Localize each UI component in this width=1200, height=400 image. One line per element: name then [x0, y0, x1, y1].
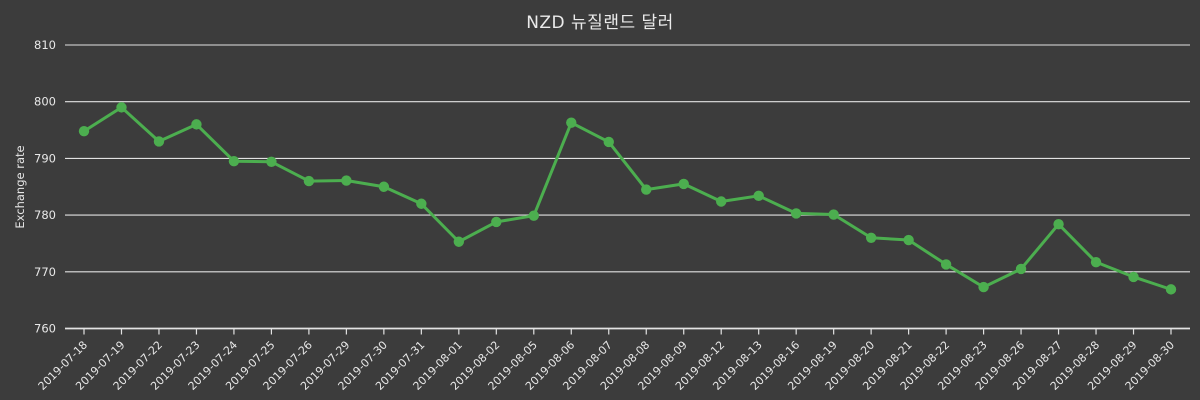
data-line	[82, 105, 1173, 291]
data-point	[191, 119, 202, 130]
data-point	[790, 208, 802, 219]
y-tick-label: 810	[34, 38, 56, 52]
data-point	[416, 198, 427, 209]
data-point	[641, 184, 652, 195]
y-tick-label: 780	[34, 208, 56, 222]
data-point	[453, 236, 465, 247]
data-point	[491, 216, 502, 228]
data-point	[1090, 256, 1102, 268]
data-point	[341, 175, 352, 186]
data-point	[1128, 271, 1139, 283]
data-point	[716, 196, 727, 207]
y-axis-label: Exchange rate	[13, 145, 27, 229]
data-point	[678, 178, 689, 190]
data-point	[303, 175, 315, 187]
data-point	[940, 259, 952, 270]
data-point	[116, 102, 127, 113]
data-point	[78, 125, 90, 137]
data-point	[1165, 284, 1177, 295]
y-tick-label: 790	[34, 151, 56, 165]
chart-title: NZD 뉴질랜드 달러	[526, 13, 674, 33]
data-point	[978, 281, 989, 293]
data-point	[753, 190, 764, 202]
data-point	[566, 117, 577, 128]
data-point	[266, 156, 277, 168]
data-point	[528, 210, 539, 221]
y-tick-label: 760	[34, 322, 56, 336]
data-point	[603, 136, 614, 148]
data-point	[378, 181, 390, 192]
data-point	[228, 156, 240, 167]
data-point	[153, 136, 165, 147]
data-point	[903, 234, 914, 246]
data-point	[865, 232, 877, 243]
data-point	[1053, 218, 1064, 230]
data-point	[828, 209, 839, 220]
y-tick-label: 800	[34, 95, 56, 109]
y-tick-label: 770	[34, 265, 56, 279]
data-point	[1015, 263, 1027, 275]
